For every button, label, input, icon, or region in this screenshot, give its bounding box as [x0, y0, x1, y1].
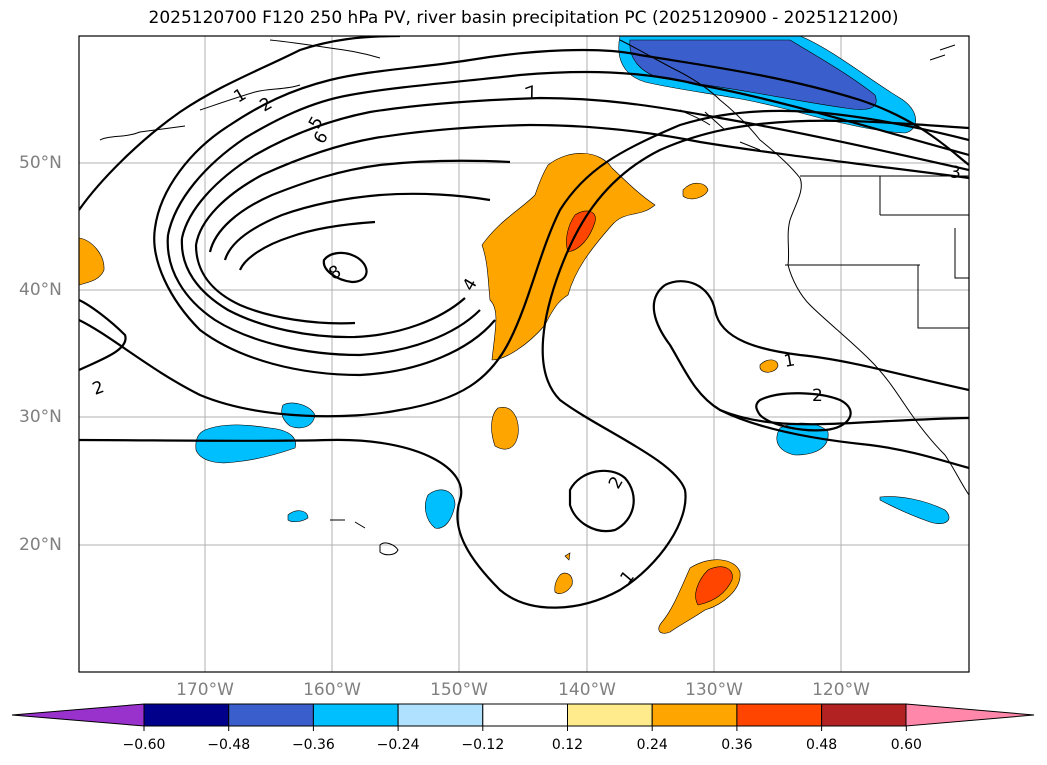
orange-patch-tiny [554, 572, 573, 594]
colorbar-tick-label: −0.24 [376, 737, 420, 753]
contour-label: 1 [617, 567, 639, 588]
longitude-label: 140°W [558, 680, 616, 700]
colorbar-bin [567, 703, 653, 727]
orange-patch-central [481, 153, 656, 361]
contour-label: 3 [950, 163, 961, 183]
colorbar-extend-low [11, 703, 145, 727]
colorbar [11, 703, 1035, 731]
colorbar-tick-label: −0.48 [207, 737, 251, 753]
orange-speck [564, 552, 571, 561]
contour-label: 1 [782, 350, 796, 372]
orange-patch-small [491, 407, 519, 450]
pv-contours [79, 36, 969, 609]
colorbar-bin [482, 703, 568, 727]
map-frame [78, 35, 970, 673]
colorbar-bin [143, 703, 230, 727]
colorbar-tick-label: 0.48 [806, 737, 838, 753]
longitude-label: 130°W [685, 680, 743, 700]
latitude-label: 20°N [19, 535, 62, 555]
contour-label: 2 [90, 377, 107, 399]
colorbar-tick-label: −0.36 [291, 737, 335, 753]
blue-patch-tiny [287, 510, 309, 523]
blue-patch-southeast [879, 496, 950, 524]
contour-label: 4 [459, 275, 482, 294]
colorbar-bin [228, 703, 314, 727]
colorbar-bin [821, 703, 907, 727]
latitude-label: 50°N [19, 153, 62, 173]
longitude-label: 120°W [812, 680, 870, 700]
coastlines [99, 39, 969, 556]
contour-label: 1 [231, 85, 250, 108]
latitude-label: 30°N [19, 407, 62, 427]
map-plot-area: 1 2 5 6 7 8 4 3 2 1 2 2 1 [79, 36, 969, 672]
colorbar-bin [312, 703, 399, 727]
colorbar-tick-label: −0.60 [122, 737, 166, 753]
blue-patch-west [195, 424, 296, 464]
longitude-label: 160°W [303, 680, 361, 700]
latitude-label: 40°N [19, 280, 62, 300]
graticule [79, 36, 969, 672]
longitude-label: 150°W [430, 680, 488, 700]
colorbar-tick-label: 0.24 [636, 737, 668, 753]
colorbar-bin [397, 703, 484, 727]
contour-label: 2 [812, 386, 823, 406]
colorbar-bin [736, 703, 823, 727]
map-title: 2025120700 F120 250 hPa PV, river basin … [148, 8, 899, 28]
colorbar-tick-label: 0.12 [551, 737, 584, 753]
positive-anomaly-fill [79, 153, 779, 634]
colorbar-tick-label: 0.36 [721, 737, 753, 753]
longitude-label: 170°W [176, 680, 234, 700]
colorbar-tick-label: 0.60 [890, 737, 922, 753]
colorbar-tick-label: −0.12 [461, 737, 505, 753]
colorbar-bin [651, 703, 738, 727]
contour-label: 2 [605, 473, 628, 492]
orange-patch-ne [682, 182, 709, 200]
colorbar-extend-high [905, 703, 1035, 727]
contour-label: 2 [257, 94, 276, 117]
orange-patch-east [759, 359, 779, 373]
contour-label: 7 [523, 82, 540, 104]
contour-label: 8 [326, 262, 345, 285]
orange-patch-west [79, 237, 105, 286]
blue-patch-hawaii [425, 489, 456, 529]
red-patch-south [695, 566, 733, 606]
